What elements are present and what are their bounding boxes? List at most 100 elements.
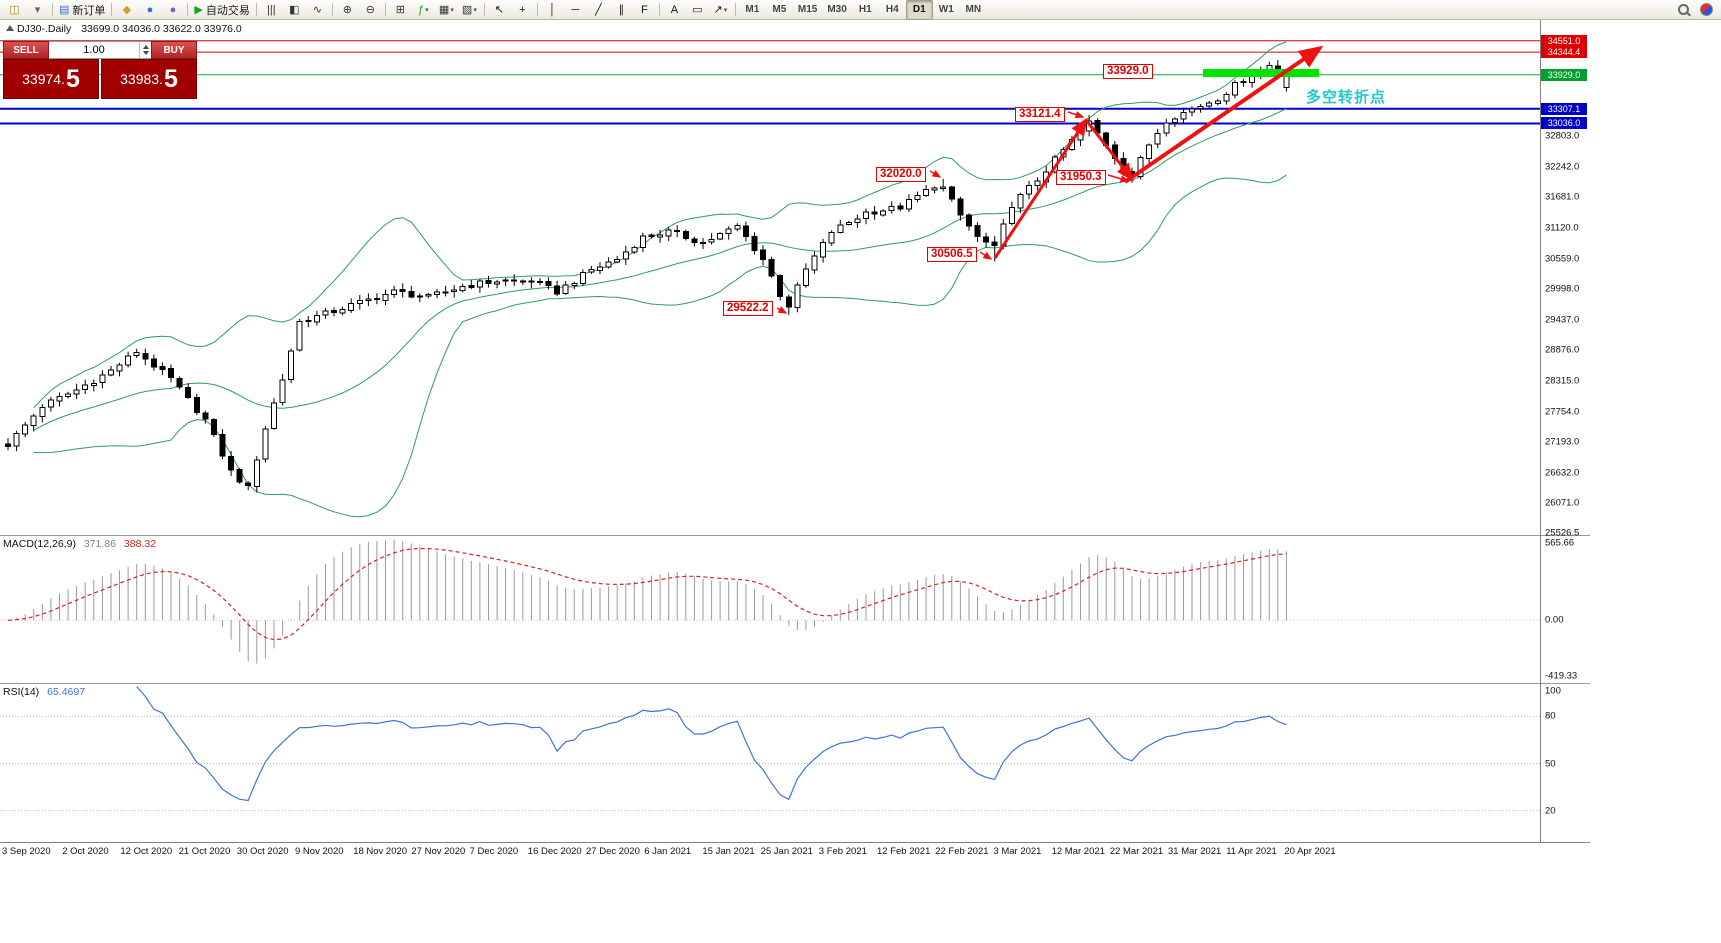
search-button[interactable] xyxy=(1672,1,1695,19)
caret-down-icon: ▾ xyxy=(425,6,429,14)
rsi-scale-label: 100 xyxy=(1545,685,1561,697)
timeframe-m1[interactable]: M1 xyxy=(745,4,760,15)
toolbar-separator xyxy=(187,3,189,16)
indicators-icon[interactable]: ƒ ▾ xyxy=(412,1,435,19)
pane-separator[interactable] xyxy=(0,535,1590,536)
price-callout-33121.4[interactable]: 33121.4 xyxy=(1015,107,1065,122)
text-label-icon[interactable]: ▭ xyxy=(686,1,709,19)
rsi-panel[interactable] xyxy=(0,685,1540,842)
text-icon[interactable]: A xyxy=(663,1,686,19)
lot-decrease-button[interactable] xyxy=(142,51,149,55)
rsi-label: RSI(14) xyxy=(3,686,40,698)
trend-note-text[interactable]: 多空转折点 xyxy=(1306,89,1387,106)
community-icon xyxy=(1700,3,1713,16)
timeframe-m15[interactable]: M15 xyxy=(797,4,818,15)
buy-button[interactable]: BUY xyxy=(151,41,197,59)
pane-separator[interactable] xyxy=(0,683,1590,684)
toolbar: ◫ ▾ ▤ 新订单 ◆ ● ● ▶ 自动交易 ||| ◧ ∿ ⊕ ⊖ ⊞ ƒ ▾ ▦ ▾ ▧ ▾ ↖ + │ ─ ╱ ∥ F A ▭ ↗ ▾ M… xyxy=(0,0,1721,20)
timeframe-w1[interactable]: W1 xyxy=(938,4,954,15)
date-label: 27 Nov 2020 xyxy=(411,846,466,857)
periods-icon[interactable]: ▦ ▾ xyxy=(435,1,458,19)
main-price-chart[interactable] xyxy=(0,20,1540,534)
rsi-header: RSI(14) 65.4697 xyxy=(3,686,85,698)
date-label: 30 Oct 2020 xyxy=(236,846,289,857)
equidistant-channel-icon[interactable]: ∥ xyxy=(610,1,633,19)
candlestick-chart-icon[interactable]: ◧ xyxy=(283,1,306,19)
price-scale-label: 27193.0 xyxy=(1545,436,1580,448)
community-button[interactable] xyxy=(1695,1,1718,19)
bollinger-middle-band xyxy=(33,108,1287,431)
bar-chart-icon[interactable]: ||| xyxy=(260,1,283,19)
line-chart-icon[interactable]: ∿ xyxy=(306,1,329,19)
macd-scale-label: 565.66 xyxy=(1545,537,1575,549)
candlestick-series xyxy=(5,60,1290,493)
price-callout-32020.0[interactable]: 32020.0 xyxy=(876,167,926,182)
toolbar-separator xyxy=(52,3,53,16)
price-tag-33929.0: 33929.0 xyxy=(1541,68,1587,81)
price-callout-30506.5[interactable]: 30506.5 xyxy=(927,247,977,262)
trend-arrow-2[interactable] xyxy=(1084,119,1134,182)
trend-arrow-1[interactable] xyxy=(993,117,1088,259)
timeframe-m5[interactable]: M5 xyxy=(772,4,787,15)
tile-windows-icon[interactable]: ⊞ xyxy=(389,1,412,19)
vertical-line-icon: │ xyxy=(548,3,556,16)
date-label: 20 Apr 2021 xyxy=(1284,846,1336,857)
sell-button[interactable]: SELL xyxy=(3,41,49,59)
arrows-tool-icon[interactable]: ↗ ▾ xyxy=(709,1,732,19)
timeframe-mn[interactable]: MN xyxy=(965,4,982,15)
date-label: 15 Jan 2021 xyxy=(702,846,755,857)
highlight-zone-bar[interactable] xyxy=(1203,69,1319,77)
buy-price-button[interactable]: 33983. 5 xyxy=(101,59,197,99)
macd-scale-label: -419.33 xyxy=(1545,670,1578,682)
timeframe-h4[interactable]: H4 xyxy=(885,4,899,15)
one-click-trading-panel: SELL BUY 33974.5 33983.5 xyxy=(3,41,197,99)
market-watch-icon[interactable]: ● xyxy=(138,1,161,19)
horizontal-line-icon[interactable]: ─ xyxy=(564,1,587,19)
sell-price-button[interactable]: 33974. 5 xyxy=(3,59,99,99)
navigator-icon[interactable]: ● xyxy=(161,1,184,19)
cursor-icon[interactable]: ↖ xyxy=(488,1,511,19)
callout-pointer xyxy=(776,306,788,314)
autotrading-button-label: 自动交易 xyxy=(205,4,250,17)
price-axis[interactable] xyxy=(1540,20,1541,843)
toolbar-separator xyxy=(111,3,113,16)
alerts-icon[interactable]: ◆ xyxy=(115,1,138,19)
equidistant-channel-icon: ∥ xyxy=(618,4,625,16)
lot-increase-button[interactable] xyxy=(142,45,149,49)
crosshair-icon[interactable]: + xyxy=(511,1,534,19)
date-label: 31 Mar 2021 xyxy=(1168,846,1222,857)
fibonacci-icon[interactable]: F xyxy=(633,1,656,19)
templates-icon[interactable]: ▧ ▾ xyxy=(458,1,481,19)
zoom-in-icon[interactable]: ⊕ xyxy=(336,1,359,19)
macd-header: MACD(12,26,9) 371.86 388.32 xyxy=(3,538,156,550)
new-chart-icon[interactable]: ◫ xyxy=(3,1,26,19)
cursor-icon: ↖ xyxy=(494,4,504,16)
vertical-line-icon[interactable]: │ xyxy=(541,1,564,19)
date-label: 3 Sep 2020 xyxy=(2,846,51,857)
lot-size-input[interactable] xyxy=(49,42,139,58)
timeframe-m30[interactable]: M30 xyxy=(827,4,847,15)
timeframe-h1[interactable]: H1 xyxy=(858,4,872,15)
horizontal-line-icon: ─ xyxy=(571,3,580,16)
line-chart-icon: ∿ xyxy=(312,4,322,16)
timeframe-d1[interactable]: D1 xyxy=(905,0,933,20)
autotrading-button[interactable]: ▶ 自动交易 xyxy=(191,1,252,19)
price-callout-29522.2[interactable]: 29522.2 xyxy=(723,301,773,316)
trendline-icon[interactable]: ╱ xyxy=(587,1,610,19)
price-scale-label: 32803.0 xyxy=(1545,130,1580,142)
bar-chart-icon: ||| xyxy=(267,3,276,16)
macd-panel[interactable] xyxy=(0,537,1540,682)
tile-windows-icon: ⊞ xyxy=(395,4,405,16)
zoom-out-icon[interactable]: ⊖ xyxy=(359,1,382,19)
time-axis[interactable] xyxy=(0,842,1590,843)
text-label-icon: ▭ xyxy=(692,4,703,16)
profiles-icon[interactable]: ▾ xyxy=(26,1,49,19)
price-callout-31950.3[interactable]: 31950.3 xyxy=(1056,170,1106,185)
price-scale-label: 26071.0 xyxy=(1545,497,1580,509)
one-click-collapse-icon[interactable] xyxy=(6,25,14,31)
macd-value: 371.86 xyxy=(83,538,116,550)
new-order-button[interactable]: ▤ 新订单 xyxy=(56,1,108,19)
price-scale-label: 28315.0 xyxy=(1545,375,1580,387)
price-callout-33929.0[interactable]: 33929.0 xyxy=(1103,64,1153,79)
trend-arrow-3[interactable] xyxy=(1123,45,1324,184)
